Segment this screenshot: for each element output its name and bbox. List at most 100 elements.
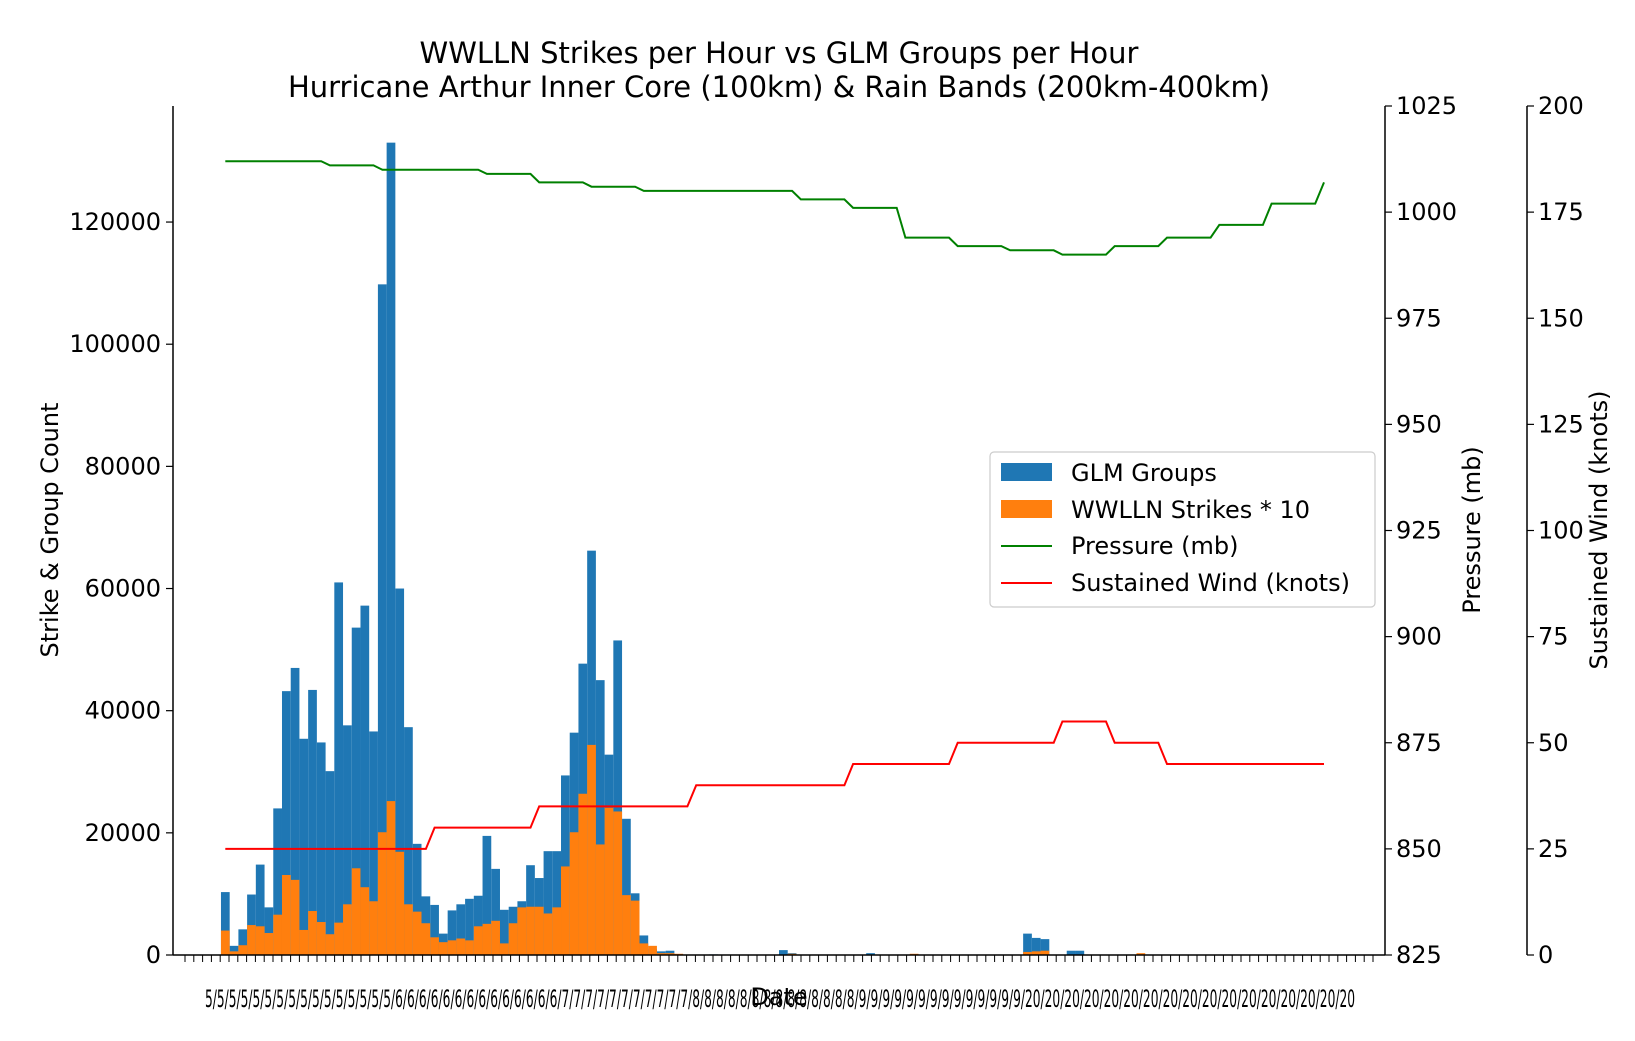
wwlln-bar [220, 930, 230, 955]
glm-bar [866, 953, 875, 955]
x-axis-ticks [184, 955, 1374, 962]
wwlln-bar [343, 904, 352, 955]
legend-label-glm: GLM Groups [1071, 459, 1217, 487]
glm-bar [447, 910, 457, 955]
glm-bar [229, 945, 239, 955]
glm-bar [264, 907, 274, 955]
glm-bar [1040, 939, 1050, 955]
wwlln-bar [491, 920, 500, 955]
wind-tick-label: 100 [1538, 517, 1584, 545]
wwlln-bar [325, 934, 335, 955]
x-axis-label: Date [750, 983, 807, 1011]
pressure-tick-label: 900 [1396, 623, 1442, 651]
wwlln-bar [569, 832, 579, 955]
legend-swatch-wwlln [1001, 500, 1052, 518]
wwlln-bar [360, 887, 370, 955]
x-tick-labels: 5/5/5/5/5/5/5/5/5/5/5/5/5/5/5/5/6/6/6/6/… [205, 985, 1355, 1013]
glm-bar [665, 950, 675, 955]
wwlln-bar [377, 832, 387, 955]
wwlln-bar [369, 901, 378, 955]
wwlln-bar [308, 911, 317, 955]
chart-subtitle: Hurricane Arthur Inner Core (100km) & Ra… [288, 70, 1270, 104]
glm-bar [499, 909, 509, 955]
y-tick-label: 80000 [85, 452, 161, 480]
wwlln-bar [1040, 950, 1050, 955]
wwlln-bar [1136, 953, 1146, 955]
glm-bar [456, 904, 466, 955]
wind-line [225, 720, 1324, 850]
wwlln-bar [613, 811, 623, 955]
wwlln-bar [316, 922, 326, 955]
wwlln-bar [534, 906, 544, 955]
glm-bar [238, 929, 248, 955]
pressure-tick-label: 975 [1396, 304, 1442, 332]
wwlln-bar [639, 943, 649, 955]
wwlln-bar [456, 938, 466, 955]
wwlln-bar [482, 923, 492, 955]
wwlln-bar [543, 913, 553, 955]
wwlln-bar [517, 907, 527, 955]
glm-bar [491, 868, 500, 955]
wwlln-bar [421, 923, 431, 955]
wwlln-bar [604, 807, 614, 955]
wwlln-bar [630, 900, 640, 955]
glm-bar [473, 895, 483, 955]
wwlln-bar [290, 879, 300, 955]
pressure-tick-label: 925 [1396, 517, 1442, 545]
glm-bar [247, 894, 256, 955]
glm-bar [255, 864, 265, 955]
glm-bar [334, 582, 344, 955]
wwlln-bar [552, 907, 562, 955]
wwlln-bar [430, 937, 439, 955]
glm-bar [430, 904, 439, 955]
wwlln-bar [595, 844, 605, 955]
glm-bar [1031, 937, 1041, 955]
chart-title: WWLLN Strikes per Hour vs GLM Groups per… [420, 36, 1139, 70]
wwlln-bar [334, 922, 344, 955]
legend-label-pressure: Pressure (mb) [1071, 532, 1238, 560]
wwlln-bar [438, 942, 448, 955]
wwlln-bar [255, 926, 265, 955]
wind-tick-label: 125 [1538, 410, 1584, 438]
y-tick-label: 120000 [69, 208, 161, 236]
glm-bar [465, 898, 474, 955]
wind-axis-ticks: 0 25 50 75 100 125 150 175 200 [1527, 92, 1584, 969]
wwlln-bar [587, 744, 596, 955]
wind-tick-label: 50 [1538, 729, 1569, 757]
wind-tick-label: 75 [1538, 623, 1569, 651]
pressure-tick-label: 1000 [1396, 198, 1457, 226]
pressure-tick-label: 825 [1396, 941, 1442, 969]
glm-bar [595, 680, 605, 955]
wind-tick-label: 25 [1538, 835, 1569, 863]
y-tick-label: 100000 [69, 330, 161, 358]
glm-bar [622, 818, 631, 955]
pressure-tick-label: 950 [1396, 410, 1442, 438]
glm-bar [412, 843, 422, 955]
y-axis-ticks: 0 20000 40000 60000 80000 100000 120000 [69, 208, 173, 969]
legend-frame [989, 451, 1376, 608]
glm-bar [299, 738, 309, 955]
glm-bar [290, 667, 300, 955]
glm-bar [1023, 933, 1032, 955]
glm-bar [395, 588, 405, 955]
wwlln-bar [273, 914, 282, 955]
wwlln-bar [404, 904, 413, 955]
glm-bar [325, 771, 335, 955]
glm-bar [552, 851, 562, 955]
y-tick-label: 0 [146, 941, 161, 969]
glm-bar [543, 851, 553, 955]
pressure-axis-ticks: 825 850 875 900 925 950 975 1000 1025 [1385, 92, 1457, 969]
wwlln-bar [648, 945, 657, 955]
wwlln-bar [351, 868, 361, 955]
pressure-tick-label: 850 [1396, 835, 1442, 863]
wwlln-bar [473, 926, 483, 955]
wwlln-bar [412, 911, 422, 955]
glm-bar [281, 691, 291, 955]
pressure-tick-label: 1025 [1396, 92, 1457, 120]
y-axis-label: Strike & Group Count [36, 403, 64, 658]
wwlln-bar [447, 940, 457, 955]
wwlln-bar [1031, 951, 1041, 955]
wwlln-bar [578, 793, 588, 955]
wwlln-bar [264, 933, 274, 955]
